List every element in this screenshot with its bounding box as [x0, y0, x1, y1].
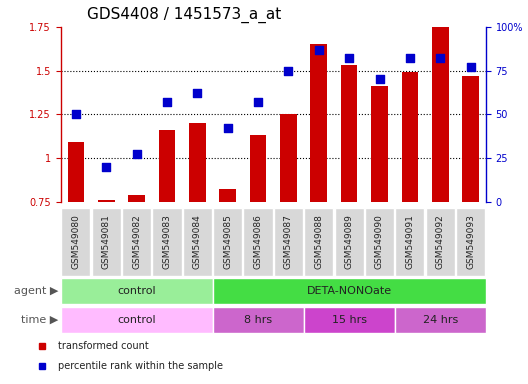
Text: GSM549084: GSM549084 [193, 215, 202, 270]
Text: GSM549080: GSM549080 [71, 215, 80, 270]
Text: 24 hrs: 24 hrs [422, 314, 458, 325]
Bar [153, 208, 182, 276]
Bar [128, 195, 145, 202]
Bar [274, 208, 303, 276]
Bar [189, 123, 206, 202]
Point [375, 76, 384, 83]
Bar [243, 208, 272, 276]
Bar [456, 208, 485, 276]
Bar [462, 76, 479, 202]
Text: GSM549081: GSM549081 [102, 215, 111, 270]
Point [223, 125, 232, 131]
Text: GSM549087: GSM549087 [284, 215, 293, 270]
Bar [341, 65, 357, 202]
Bar [394, 307, 486, 333]
Bar [219, 189, 236, 202]
Point [72, 111, 80, 118]
Text: GDS4408 / 1451573_a_at: GDS4408 / 1451573_a_at [87, 7, 281, 23]
Point [406, 55, 414, 61]
Text: DETA-NONOate: DETA-NONOate [307, 286, 392, 296]
Point [163, 99, 171, 105]
Point [315, 46, 323, 53]
Bar [310, 44, 327, 202]
Point [193, 90, 202, 96]
Text: GSM549082: GSM549082 [132, 215, 141, 270]
Bar [395, 208, 425, 276]
Bar [250, 135, 267, 202]
Point [102, 164, 110, 170]
Bar [122, 208, 151, 276]
Text: agent ▶: agent ▶ [14, 286, 58, 296]
Text: GSM549089: GSM549089 [345, 215, 354, 270]
Text: GSM549088: GSM549088 [314, 215, 323, 270]
Bar [183, 208, 212, 276]
Bar [92, 208, 121, 276]
Text: transformed count: transformed count [58, 341, 148, 351]
Text: GSM549092: GSM549092 [436, 215, 445, 270]
Text: 15 hrs: 15 hrs [332, 314, 366, 325]
Point [254, 99, 262, 105]
Bar [371, 86, 388, 202]
Text: time ▶: time ▶ [21, 314, 58, 325]
Bar [365, 208, 394, 276]
Text: GSM549090: GSM549090 [375, 215, 384, 270]
Bar [158, 130, 175, 202]
Text: GSM549083: GSM549083 [163, 215, 172, 270]
Bar [61, 278, 212, 304]
Bar [98, 200, 115, 202]
Point [466, 64, 475, 70]
Text: control: control [117, 286, 156, 296]
Bar [212, 307, 304, 333]
Point [345, 55, 353, 61]
Text: control: control [117, 314, 156, 325]
Text: 8 hrs: 8 hrs [244, 314, 272, 325]
Bar [304, 307, 395, 333]
Bar [61, 307, 212, 333]
Bar [426, 208, 455, 276]
Bar [212, 278, 486, 304]
Bar [401, 72, 418, 202]
Point [436, 55, 445, 61]
Text: GSM549091: GSM549091 [406, 215, 414, 270]
Bar [432, 27, 449, 202]
Text: percentile rank within the sample: percentile rank within the sample [58, 361, 223, 371]
Text: GSM549093: GSM549093 [466, 215, 475, 270]
Bar [304, 208, 333, 276]
Bar [61, 208, 90, 276]
Bar [213, 208, 242, 276]
Text: GSM549085: GSM549085 [223, 215, 232, 270]
Text: GSM549086: GSM549086 [253, 215, 262, 270]
Point [284, 68, 293, 74]
Bar [280, 114, 297, 202]
Point [133, 151, 141, 157]
Bar [68, 142, 84, 202]
Bar [335, 208, 364, 276]
